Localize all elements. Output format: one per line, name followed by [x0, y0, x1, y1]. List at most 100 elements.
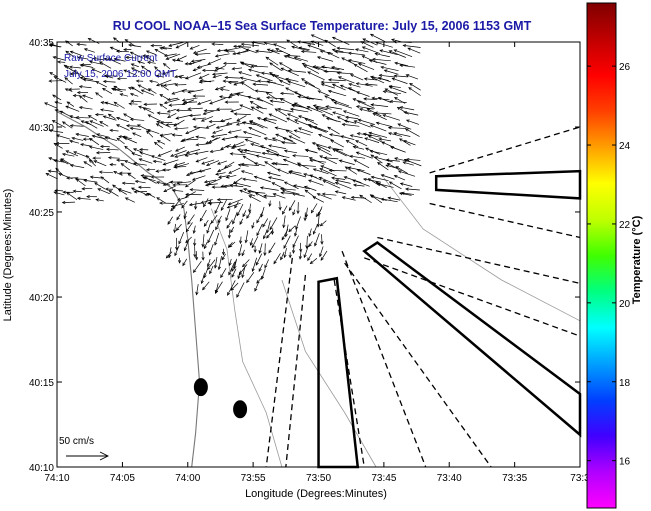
current-vector — [241, 163, 260, 166]
current-vector — [269, 113, 288, 123]
current-vector — [79, 106, 93, 110]
current-vector — [116, 137, 125, 145]
current-vector-head — [85, 121, 89, 125]
current-vector-head — [321, 65, 325, 69]
current-vector — [243, 131, 261, 138]
current-vector-head — [288, 135, 293, 139]
current-vector-head — [198, 169, 202, 173]
current-vector — [350, 134, 363, 139]
current-vector-head — [203, 223, 208, 227]
current-vector — [294, 56, 309, 62]
current-vector-head — [125, 55, 130, 60]
current-vector-head — [344, 166, 349, 170]
current-vector-head — [88, 145, 93, 149]
current-vector-head — [405, 74, 410, 78]
current-vector — [284, 247, 287, 258]
current-vector-head — [254, 192, 259, 196]
current-vector — [321, 234, 323, 245]
current-vector-head — [123, 113, 127, 117]
current-vector — [298, 47, 310, 51]
current-vector — [264, 118, 277, 121]
current-vector-head — [180, 89, 185, 93]
current-vector — [131, 100, 142, 103]
current-vector — [123, 113, 133, 120]
current-vector — [301, 50, 317, 53]
current-vector-head — [188, 203, 193, 207]
current-vector — [238, 244, 243, 256]
current-vector — [257, 97, 274, 106]
current-vector-head — [304, 96, 309, 100]
current-vector-head — [239, 150, 244, 154]
box-diagonal — [362, 241, 582, 438]
current-vector — [231, 144, 246, 149]
current-vector-head — [130, 99, 135, 103]
current-vector-head — [252, 82, 256, 86]
box-south — [317, 276, 360, 469]
current-vector — [207, 259, 216, 270]
current-vector-head — [303, 65, 307, 69]
current-vector — [202, 281, 210, 291]
current-vector-head — [396, 106, 401, 111]
current-vector-head — [284, 233, 288, 238]
current-vector-head — [53, 159, 58, 163]
current-vector — [143, 107, 155, 114]
current-vector-head — [150, 44, 154, 48]
current-vector — [338, 76, 355, 84]
current-vector-head — [242, 177, 246, 181]
current-vector — [207, 202, 223, 204]
current-vector-head — [343, 176, 348, 180]
y-tick-label: 40:25 — [29, 208, 54, 219]
current-vector-head — [337, 76, 342, 80]
current-vector — [70, 51, 83, 56]
current-vector-head — [232, 143, 237, 147]
current-vector-head — [383, 69, 388, 73]
current-vector — [230, 185, 244, 187]
current-vector — [156, 79, 172, 86]
current-vector-head — [387, 196, 392, 200]
current-vector — [159, 103, 168, 110]
current-vector-head — [161, 46, 165, 50]
current-vector — [70, 164, 85, 168]
current-vector — [283, 159, 298, 166]
current-vector-head — [89, 175, 94, 179]
current-vector-head — [316, 56, 321, 60]
current-vector — [156, 169, 171, 172]
current-vector-head — [137, 185, 142, 189]
current-vector-head — [201, 68, 206, 72]
current-vector — [251, 65, 269, 68]
current-vector — [269, 62, 283, 71]
current-vector — [348, 59, 366, 64]
current-vector-head — [334, 181, 339, 185]
current-vector-head — [286, 54, 291, 58]
current-vector — [256, 223, 263, 236]
current-vector-head — [257, 79, 261, 83]
current-vector-head — [203, 245, 207, 250]
current-vector — [250, 143, 266, 149]
current-vector — [313, 105, 332, 110]
current-vector-head — [220, 207, 224, 211]
current-vector — [362, 46, 381, 54]
current-vector — [298, 115, 315, 122]
current-vector-head — [92, 57, 97, 61]
current-vector-head — [310, 34, 315, 38]
current-vector-head — [211, 185, 216, 189]
current-vector — [288, 70, 307, 73]
current-vector-head — [388, 50, 393, 54]
current-vector-head — [48, 129, 53, 133]
current-vector — [108, 157, 120, 159]
current-vector-head — [331, 48, 336, 52]
current-vector-head — [216, 198, 221, 202]
current-vector-head — [308, 243, 312, 248]
current-vector — [76, 117, 90, 119]
current-vector-head — [297, 127, 302, 131]
current-vector — [254, 282, 259, 292]
current-vector — [313, 126, 329, 132]
current-vector — [268, 176, 284, 181]
current-vector-head — [262, 223, 266, 228]
current-vector — [209, 244, 214, 255]
current-vector-head — [281, 188, 286, 193]
current-vector-head — [209, 101, 213, 105]
current-vector-head — [402, 161, 407, 165]
current-vector-head — [107, 58, 112, 62]
current-vector-head — [243, 148, 247, 153]
